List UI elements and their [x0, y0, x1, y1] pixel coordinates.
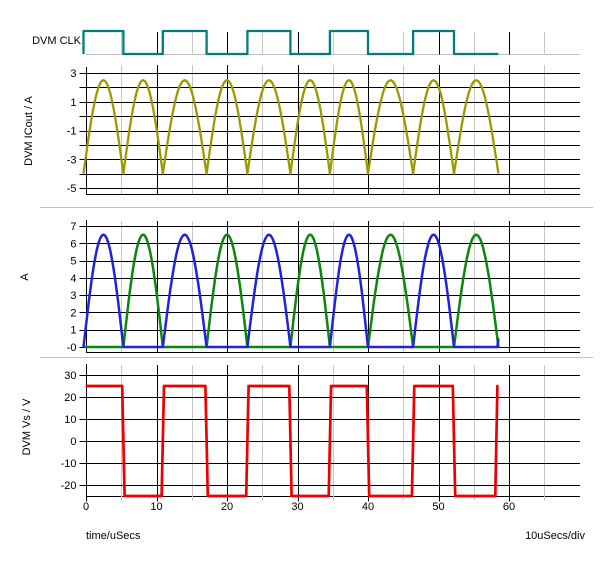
- y-tick-label: 4: [70, 273, 76, 285]
- a-axis-label: A: [19, 273, 31, 281]
- y-tick-label: -3: [67, 154, 77, 166]
- y-tick-label: 1: [70, 325, 76, 337]
- x-tick-label: 30: [291, 501, 303, 513]
- y-tick-label: 20: [64, 392, 76, 404]
- y-tick-label: 30: [64, 370, 76, 382]
- x-tick-label: 20: [221, 501, 233, 513]
- a-blue-waveform: [82, 233, 500, 349]
- y-tick-label: -0: [67, 342, 77, 354]
- y-tick-label: 6: [70, 238, 76, 250]
- y-tick-label: 3: [70, 68, 76, 80]
- y-tick-label: 10: [64, 414, 76, 426]
- x-tick-label: 0: [83, 501, 89, 513]
- x-tick-label: 60: [503, 501, 515, 513]
- clk-waveform: [82, 29, 499, 56]
- y-tick-label: -10: [61, 458, 77, 470]
- y-tick-label: -5: [67, 183, 77, 195]
- vs-waveform: [85, 384, 499, 498]
- y-tick-label: -20: [61, 480, 77, 492]
- per-div-label: 10uSecs/div: [525, 530, 585, 542]
- icout-axis-label: DVM ICout / A: [23, 96, 35, 166]
- y-tick-label: 1: [70, 97, 76, 109]
- clk-trace-label: DVM CLK: [32, 35, 81, 47]
- y-tick-label: 3: [70, 290, 76, 302]
- x-tick-label: 10: [150, 501, 162, 513]
- icout-waveform: [82, 79, 500, 175]
- y-tick-label: 0: [70, 436, 76, 448]
- x-tick-label: 50: [432, 501, 444, 513]
- vs-axis-label: DVM Vs / V: [21, 398, 33, 456]
- y-tick-label: 5: [70, 256, 76, 268]
- y-tick-label: -1: [67, 126, 77, 138]
- a-green-waveform: [83, 233, 500, 349]
- y-tick-label: 7: [70, 221, 76, 233]
- time-axis-label: time/uSecs: [86, 530, 141, 542]
- y-tick-label: 2: [70, 307, 76, 319]
- x-tick-label: 40: [362, 501, 374, 513]
